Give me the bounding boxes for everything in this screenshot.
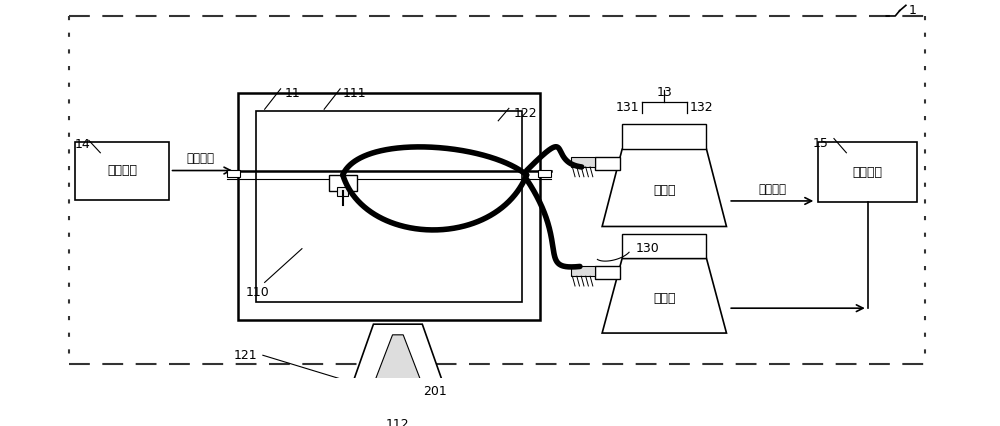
Bar [622, 124, 706, 149]
Bar [571, 266, 595, 276]
Bar [238, 93, 540, 320]
Text: 122: 122 [513, 106, 537, 120]
Polygon shape [349, 324, 447, 394]
Bar [227, 170, 240, 177]
Bar [595, 266, 620, 279]
Text: 111: 111 [343, 87, 366, 100]
Bar [75, 142, 169, 200]
Polygon shape [373, 335, 422, 385]
Text: 15: 15 [813, 137, 829, 150]
Text: 位置控制: 位置控制 [187, 152, 215, 165]
Text: 112: 112 [386, 418, 410, 426]
Bar [622, 233, 706, 259]
Bar [338, 394, 457, 404]
Text: 14: 14 [75, 138, 90, 151]
Text: 1: 1 [909, 3, 916, 17]
Text: 131: 131 [616, 101, 639, 114]
Bar [256, 111, 522, 302]
Text: 终端设备: 终端设备 [107, 164, 137, 178]
Text: 11: 11 [284, 87, 300, 100]
Polygon shape [602, 259, 726, 333]
Text: 进液泵: 进液泵 [653, 292, 676, 305]
Bar [595, 157, 620, 170]
Text: 130: 130 [635, 242, 659, 256]
Text: 进液控制: 进液控制 [758, 183, 786, 196]
Polygon shape [602, 149, 726, 227]
Text: 132: 132 [689, 101, 713, 114]
Text: 201: 201 [423, 385, 446, 397]
Bar [329, 175, 357, 191]
Text: 110: 110 [246, 286, 269, 299]
Text: 进液泵: 进液泵 [653, 184, 676, 197]
Bar [818, 142, 917, 202]
Text: 微控制器: 微控制器 [853, 166, 883, 179]
Bar [571, 157, 595, 167]
Text: 121: 121 [234, 349, 258, 362]
Bar [337, 187, 348, 196]
Bar [538, 170, 551, 177]
Text: 13: 13 [656, 86, 672, 99]
